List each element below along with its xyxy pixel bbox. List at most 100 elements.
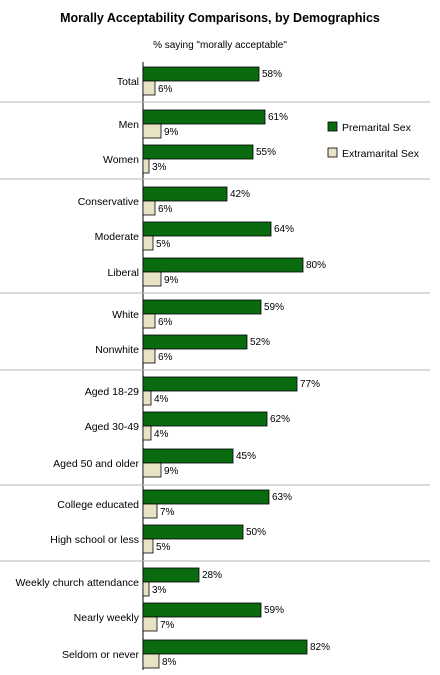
data-label-premarital-sex: 77% (300, 379, 320, 390)
bar-extramarital-sex (142, 390, 152, 406)
category-label: High school or less (50, 534, 139, 546)
bar-premarital-sex (142, 448, 234, 464)
bar-extramarital-sex (142, 235, 154, 251)
data-label-extramarital-sex: 9% (164, 127, 179, 138)
category-label: Aged 18-29 (85, 386, 139, 398)
data-label-extramarital-sex: 7% (160, 620, 175, 631)
legend-swatch (327, 147, 338, 158)
bar-premarital-sex (142, 257, 304, 273)
category-group: Conservative 42% 6% (78, 186, 250, 216)
data-label-extramarital-sex: 6% (158, 204, 173, 215)
category-label: College educated (57, 499, 139, 511)
bar-extramarital-sex (142, 271, 162, 287)
data-label-premarital-sex: 52% (250, 337, 270, 348)
category-label: Aged 50 and older (53, 458, 139, 470)
category-label: Aged 30-49 (85, 421, 139, 433)
bar-premarital-sex (142, 109, 266, 125)
data-label-extramarital-sex: 6% (158, 352, 173, 363)
data-label-premarital-sex: 61% (268, 112, 288, 123)
bar-premarital-sex (142, 489, 270, 505)
bar-premarital-sex (142, 376, 298, 392)
legend-label: Extramarital Sex (342, 148, 420, 160)
category-label: Weekly church attendance (15, 577, 139, 589)
category-group: Moderate 64% 5% (95, 221, 294, 251)
category-label: Nearly weekly (74, 612, 140, 624)
data-label-extramarital-sex: 4% (154, 429, 169, 440)
data-label-extramarital-sex: 6% (158, 84, 173, 95)
bar-extramarital-sex (142, 158, 150, 174)
data-label-extramarital-sex: 5% (156, 239, 171, 250)
data-label-premarital-sex: 59% (264, 302, 284, 313)
legend-swatch (327, 121, 338, 132)
bar-extramarital-sex (142, 616, 158, 632)
bar-premarital-sex (142, 639, 308, 655)
bar-extramarital-sex (142, 313, 156, 329)
category-label: Nonwhite (95, 344, 139, 356)
data-label-premarital-sex: 64% (274, 224, 294, 235)
data-label-premarital-sex: 50% (246, 527, 266, 538)
bar-extramarital-sex (142, 80, 156, 96)
category-group: Seldom or never 82% 8% (62, 639, 330, 669)
chart-subtitle: % saying "morally acceptable" (153, 40, 287, 51)
data-label-premarital-sex: 28% (202, 570, 222, 581)
bar-premarital-sex (142, 66, 260, 82)
category-label: Total (117, 76, 139, 88)
category-label: Men (119, 119, 140, 131)
category-label: White (112, 309, 139, 321)
chart-title: Morally Acceptability Comparisons, by De… (60, 11, 380, 25)
bar-extramarital-sex (142, 425, 152, 441)
category-group: Aged 18-29 77% 4% (85, 376, 320, 406)
category-group: Aged 50 and older 45% 9% (53, 448, 256, 478)
category-label: Moderate (95, 231, 140, 243)
data-label-extramarital-sex: 3% (152, 585, 167, 596)
category-group: Aged 30-49 62% 4% (85, 411, 290, 441)
category-group: College educated 63% 7% (57, 489, 292, 519)
category-group: Weekly church attendance 28% 3% (15, 567, 222, 597)
legend: Premarital Sex Extramarital Sex (327, 121, 420, 160)
category-group: Nearly weekly 59% 7% (74, 602, 284, 632)
data-label-premarital-sex: 82% (310, 642, 330, 653)
bar-premarital-sex (142, 567, 200, 583)
data-label-extramarital-sex: 8% (162, 657, 177, 668)
bar-premarital-sex (142, 299, 262, 315)
category-group: Women 55% 3% (103, 144, 276, 174)
bar-premarital-sex (142, 144, 254, 160)
bar-premarital-sex (142, 186, 228, 202)
category-group: High school or less 50% 5% (50, 524, 266, 554)
bar-premarital-sex (142, 411, 268, 427)
data-label-extramarital-sex: 4% (154, 394, 169, 405)
bar-extramarital-sex (142, 200, 156, 216)
data-label-extramarital-sex: 7% (160, 507, 175, 518)
bar-premarital-sex (142, 221, 272, 237)
data-label-premarital-sex: 45% (236, 451, 256, 462)
category-group: Men 61% 9% (119, 109, 288, 139)
data-label-extramarital-sex: 9% (164, 275, 179, 286)
legend-item: Premarital Sex (327, 121, 412, 134)
data-label-premarital-sex: 63% (272, 492, 292, 503)
data-label-extramarital-sex: 5% (156, 542, 171, 553)
bar-extramarital-sex (142, 348, 156, 364)
data-label-extramarital-sex: 9% (164, 466, 179, 477)
category-label: Seldom or never (62, 649, 140, 661)
data-label-premarital-sex: 58% (262, 69, 282, 80)
legend-item: Extramarital Sex (327, 147, 420, 160)
category-group: White 59% 6% (112, 299, 284, 329)
bar-premarital-sex (142, 602, 262, 618)
bar-extramarital-sex (142, 123, 162, 139)
bar-extramarital-sex (142, 462, 162, 478)
category-label: Conservative (78, 196, 139, 208)
bar-premarital-sex (142, 334, 248, 350)
data-label-premarital-sex: 62% (270, 414, 290, 425)
category-group: Total 58% 6% (117, 66, 282, 96)
data-label-premarital-sex: 42% (230, 189, 250, 200)
data-label-extramarital-sex: 3% (152, 162, 167, 173)
data-label-premarital-sex: 55% (256, 147, 276, 158)
category-label: Liberal (107, 267, 139, 279)
category-group: Nonwhite 52% 6% (95, 334, 270, 364)
bar-extramarital-sex (142, 538, 154, 554)
bar-premarital-sex (142, 524, 244, 540)
category-label: Women (103, 154, 139, 166)
data-label-premarital-sex: 80% (306, 260, 326, 271)
data-label-premarital-sex: 59% (264, 605, 284, 616)
